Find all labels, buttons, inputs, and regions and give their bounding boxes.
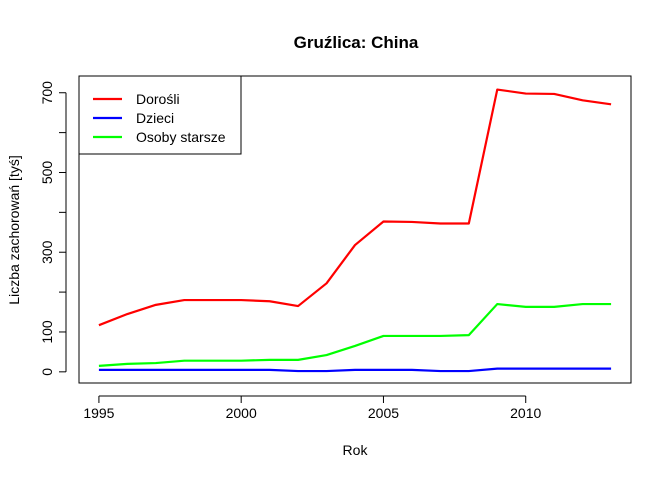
y-axis-label: Liczba zachorowań [tyś] — [6, 155, 22, 304]
series-lines — [98, 88, 612, 373]
x-tick-label: 1995 — [83, 405, 114, 421]
x-tick-label: 2010 — [510, 405, 541, 421]
y-tick-label: 300 — [39, 240, 55, 264]
plot-frame — [78, 75, 632, 384]
series-line-3 — [98, 302, 612, 367]
x-tick-label: 2005 — [368, 405, 399, 421]
legend-label: Osoby starsze — [136, 129, 226, 145]
y-tick-label: 100 — [39, 320, 55, 344]
y-tick-label: 0 — [39, 368, 55, 376]
legend-box — [78, 75, 242, 155]
series-line-2 — [98, 367, 612, 373]
chart-title: Gruźlica: China — [294, 33, 419, 52]
x-axis-label: Rok — [343, 442, 369, 458]
series-line-1 — [98, 88, 612, 327]
legend-label: Dorośli — [136, 91, 180, 107]
legend-label: Dzieci — [136, 110, 174, 126]
y-tick-label: 500 — [39, 161, 55, 185]
x-tick-label: 2000 — [226, 405, 257, 421]
legend: Dorośli Dzieci Osoby starsze — [78, 75, 242, 155]
axes: 1995 2000 2005 2010 0 100 300 500 700 — [39, 81, 542, 421]
y-tick-label: 700 — [39, 81, 55, 105]
